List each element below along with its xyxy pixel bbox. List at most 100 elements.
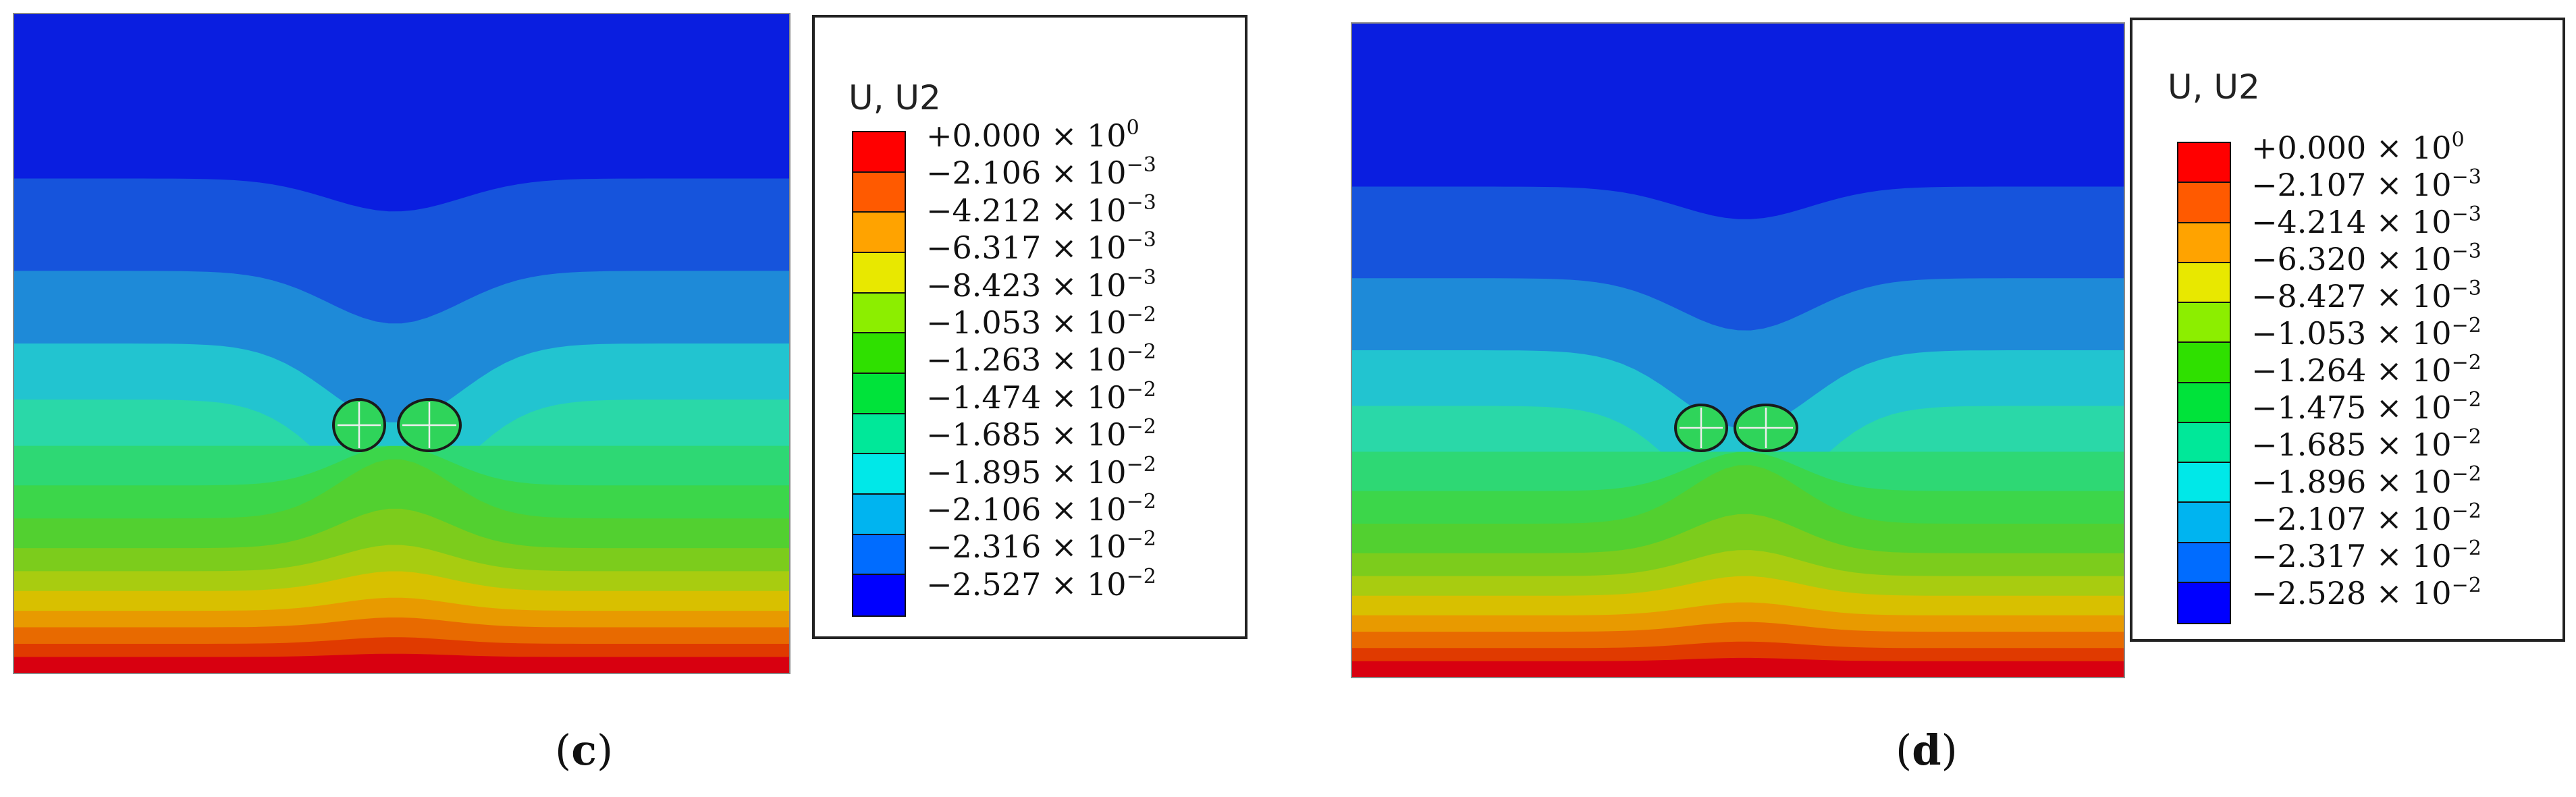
legend-label-exponent: −2 [1126,452,1156,476]
legend-label: −2.316 × 10−2 [926,528,1156,566]
legend-label: −6.320 × 10−3 [2251,242,2481,275]
legend-label-mantissa: −1.264 × 10 [2251,352,2452,389]
legend-label-mantissa: −2.316 × 10 [926,528,1127,566]
legend-label-exponent: −2 [1126,340,1156,364]
legend-title-c: U, U2 [849,78,941,117]
legend-label: −2.107 × 10−2 [2251,501,2481,537]
legend-swatch [853,172,905,213]
caption-d-open: ( [1896,725,1912,775]
legend-swatch [2178,263,2230,303]
legend-label: −1.475 × 10−2 [2251,390,2481,424]
legend-label-exponent: −3 [2451,277,2481,300]
legend-label: −8.423 × 10−3 [926,267,1156,304]
legend-label-exponent: −2 [1126,527,1156,551]
legend-label-exponent: −3 [1126,153,1156,177]
legend-swatch [2178,503,2230,543]
legend-swatch [2178,582,2230,623]
legend-label: −4.214 × 10−3 [2251,204,2481,238]
legend-label-exponent: −3 [2451,202,2481,226]
legend-label-mantissa: −8.427 × 10 [2251,278,2452,314]
legend-label-exponent: −3 [2451,240,2481,263]
caption-d-letter: d [1912,725,1941,775]
legend-swatch [853,293,905,334]
legend-swatch [2178,143,2230,184]
legend-label-exponent: −2 [2451,351,2481,375]
legend-swatch [853,454,905,495]
caption-c-letter: c [571,725,597,775]
legend-label: +0.000 × 100 [2251,130,2465,164]
legend-label: −2.528 × 10−2 [2251,575,2481,611]
legend-colorbar-d [2177,142,2231,624]
legend-swatch [853,132,905,173]
legend-swatch [853,213,905,253]
legend-title-d: U, U2 [2168,67,2260,107]
legend-label-mantissa: +0.000 × 10 [926,117,1127,154]
legend-label: −1.053 × 10−2 [2251,315,2481,352]
legend-label: −1.474 × 10−2 [926,379,1156,416]
caption-d: (d) [1896,725,1958,775]
legend-label-exponent: −2 [1126,564,1156,588]
legend-swatch [2178,543,2230,583]
legend-swatch [2178,343,2230,383]
legend-label-exponent: −2 [2451,537,2481,560]
legend-swatch [853,374,905,414]
legend-label-exponent: −2 [1126,303,1156,327]
legend-label: −2.107 × 10−3 [2251,167,2481,203]
legend-box-d: U, U2 +0.000 × 100 −2.107 × 10−3 −4.214 × … [2130,18,2565,642]
legend-label-mantissa: −2.317 × 10 [2251,538,2452,574]
legend-label-exponent: −3 [2451,165,2481,189]
contour-plot-c [13,13,790,674]
legend-label: −1.053 × 10−2 [926,304,1156,341]
legend-label-mantissa: −1.895 × 10 [926,454,1127,491]
contour-bands [14,13,790,674]
legend-label-mantissa: −2.528 × 10 [2251,575,2452,611]
legend-swatch [853,414,905,455]
legend-label-mantissa: −2.106 × 10 [926,491,1127,528]
contour-band [1351,657,2124,678]
legend-label-mantissa: −1.053 × 10 [926,304,1127,341]
legend-label-mantissa: −1.685 × 10 [2251,427,2452,463]
plot-border [13,13,790,674]
legend-label-exponent: −2 [1126,377,1156,402]
legend-swatch [2178,303,2230,343]
plot-border [1351,22,2125,678]
legend-label: −2.317 × 10−2 [2251,538,2481,574]
legend-box-c: U, U2 +0.000 × 100 −2.106 × 10−3 −4.212 × … [812,15,1247,639]
legend-label: −6.317 × 10−3 [926,230,1156,264]
legend-label-exponent: −2 [2451,314,2481,337]
legend-swatch [2178,463,2230,503]
caption-d-close: ) [1941,725,1958,775]
legend-swatch [853,575,905,615]
legend-label: +0.000 × 100 [926,117,1139,154]
legend-label: −2.527 × 10−2 [926,566,1156,603]
legend-label-mantissa: −2.107 × 10 [2251,167,2452,203]
legend-label-mantissa: −1.263 × 10 [926,341,1127,379]
legend-label-mantissa: −8.423 × 10 [926,267,1127,304]
legend-label-mantissa: −2.527 × 10 [926,566,1127,603]
legend-label: −8.427 × 10−3 [2251,278,2481,314]
contour-band [14,653,790,674]
legend-label-mantissa: −2.107 × 10 [2251,501,2452,537]
legend-label-mantissa: −1.053 × 10 [2251,315,2452,352]
legend-label-mantissa: −1.474 × 10 [926,379,1127,416]
legend-label-mantissa: −4.212 × 10 [926,192,1127,229]
contour-bands [1351,23,2124,678]
legend-label-exponent: −3 [1126,190,1156,215]
legend-swatch [853,253,905,294]
legend-label: −1.685 × 10−2 [2251,427,2481,463]
legend-label-exponent: −2 [2451,425,2481,449]
legend-label: −1.264 × 10−2 [2251,352,2481,389]
legend-label-exponent: 0 [1126,116,1139,140]
legend-label-mantissa: −2.106 × 10 [926,155,1127,192]
legend-label: −1.263 × 10−2 [926,341,1156,379]
caption-c-open: ( [555,725,572,775]
caption-c: (c) [555,725,613,775]
legend-label-exponent: −2 [2451,462,2481,486]
legend-label-exponent: −2 [2451,499,2481,523]
legend-label-exponent: −3 [1126,265,1156,290]
legend-label-exponent: −3 [1126,228,1156,252]
legend-label-exponent: −2 [1126,490,1156,514]
legend-swatch [2178,422,2230,463]
legend-swatch [2178,223,2230,263]
legend-swatch [853,534,905,576]
